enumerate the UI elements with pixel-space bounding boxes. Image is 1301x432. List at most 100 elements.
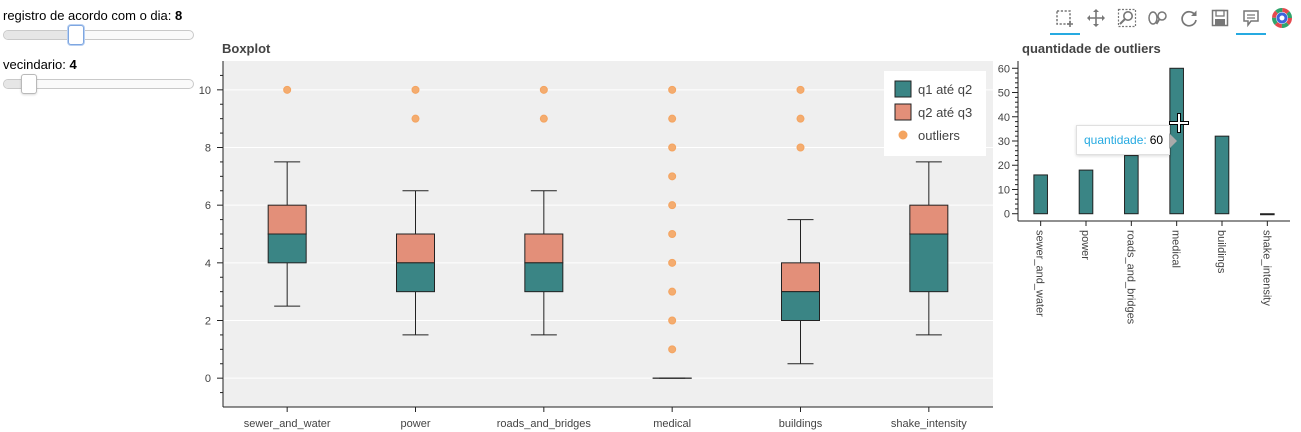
wheel-zoom-icon: [1148, 11, 1167, 25]
neighborhood-slider-fill: [4, 80, 29, 88]
day-slider-track[interactable]: [3, 30, 194, 40]
outlier-point: [668, 345, 677, 354]
legend-swatch-q2-q3: [894, 103, 912, 121]
day-slider-value: 8: [175, 8, 183, 23]
crosshair-cursor-icon: [1169, 113, 1189, 133]
boxplot-x-tick-label: medical: [653, 418, 691, 430]
boxplot-y-tick-label: 4: [205, 258, 211, 270]
neighborhood-slider-value: 4: [69, 57, 77, 72]
outliers-x-tick-label: roads_and_bridges: [1124, 230, 1136, 325]
outlier-point: [668, 258, 677, 267]
plot-toolbar: [1047, 4, 1295, 35]
hover-tool[interactable]: [1236, 6, 1266, 35]
day-slider-label: registro de acordo com o dia:: [3, 8, 172, 23]
save-icon: [1211, 9, 1229, 27]
box-select-tool[interactable]: [1050, 6, 1080, 35]
box-q1-q2: [267, 233, 307, 264]
tooltip-label: quantidade:: [1084, 133, 1147, 147]
outliers-y-tick-label: 50: [998, 88, 1010, 100]
box-group: [524, 85, 564, 336]
box-select-icon: [1056, 10, 1073, 27]
outliers-x-tick-label: shake_intensity: [1260, 230, 1272, 306]
reset-icon: [1181, 10, 1197, 27]
day-slider-fill: [4, 31, 76, 39]
hover-icon: [1243, 10, 1259, 28]
boxplot-y-tick-label: 0: [205, 373, 211, 385]
day-slider: registro de acordo com o dia: 8: [3, 8, 194, 45]
tooltip-arrow: [1169, 133, 1177, 149]
legend-label-q2-q3: q2 até q3: [918, 105, 972, 120]
boxplot-x-tick-label: power: [401, 418, 431, 430]
outlier-point: [668, 143, 677, 152]
boxplot-y-tick-label: 10: [199, 85, 211, 97]
boxplot-x-tick-label: roads_and_bridges: [497, 418, 592, 430]
outliers-chart-title: quantidade de outliers: [1022, 41, 1161, 56]
outlier-point: [411, 85, 420, 94]
bokeh-logo-icon: [1272, 8, 1292, 28]
box-group: [652, 85, 692, 379]
outlier-point: [668, 85, 677, 94]
outliers-x-tick-label: power: [1079, 230, 1091, 260]
box-q1-q2: [524, 262, 564, 293]
outliers-x-tick-label: medical: [1170, 230, 1182, 268]
day-slider-handle[interactable]: [67, 25, 84, 45]
box-q2-q3: [396, 233, 435, 264]
legend-swatch-outliers: [898, 130, 908, 140]
wheel-zoom-tool[interactable]: [1145, 6, 1171, 30]
neighborhood-slider-handle[interactable]: [20, 74, 37, 94]
boxplot-plot-area: [223, 61, 993, 407]
neighborhood-slider: vecindario: 4: [3, 57, 194, 94]
outlier-count-bar: [1214, 135, 1230, 215]
boxplot-y-tick-label: 6: [205, 200, 211, 212]
boxplot-x-tick-label: buildings: [779, 418, 823, 430]
box-zoom-tool[interactable]: [1114, 6, 1140, 30]
outlier-point: [796, 143, 805, 152]
box-group: [267, 85, 307, 307]
bokeh-logo[interactable]: [1269, 6, 1295, 30]
box-q2-q3: [267, 204, 307, 235]
outlier-point: [283, 85, 292, 94]
box-group: [909, 161, 949, 336]
outliers-y-tick-label: 30: [998, 136, 1010, 148]
box-q1-q2: [909, 233, 949, 293]
outliers-x-tick-label: sewer_and_water: [1034, 230, 1046, 317]
outlier-point: [796, 114, 805, 123]
box-zoom-icon: [1117, 8, 1137, 28]
outliers-y-tick-label: 40: [998, 112, 1010, 124]
neighborhood-slider-track[interactable]: [3, 79, 194, 89]
legend-swatch-q1-q2: [894, 80, 912, 98]
outlier-count-bar: [1260, 213, 1275, 216]
outliers-y-tick-label: 10: [998, 184, 1010, 196]
outlier-count-bar: [1033, 174, 1048, 215]
day-slider-title: registro de acordo com o dia: 8: [3, 8, 193, 23]
outlier-point: [668, 230, 677, 238]
outlier-point: [668, 201, 677, 210]
outlier-point: [796, 85, 805, 94]
pan-tool[interactable]: [1083, 6, 1109, 30]
boxplot-x-tick-label: shake_intensity: [891, 418, 967, 430]
neighborhood-slider-label: vecindario:: [3, 57, 66, 72]
hover-tooltip: quantidade: 60: [1076, 125, 1177, 155]
box-q1-q2: [396, 262, 435, 293]
outlier-point: [539, 114, 548, 123]
outlier-count-bar: [1078, 169, 1094, 215]
pan-icon: [1087, 9, 1105, 27]
outlier-point: [668, 316, 677, 325]
outliers-x-tick-label: buildings: [1215, 230, 1227, 274]
neighborhood-slider-title: vecindario: 4: [3, 57, 193, 72]
box-q2-q3: [781, 262, 820, 293]
outlier-point: [668, 172, 677, 181]
box-q2-q3: [524, 233, 564, 264]
legend-label-q1-q2: q1 até q2: [918, 82, 972, 97]
outliers-y-tick-label: 60: [998, 63, 1010, 75]
save-tool[interactable]: [1207, 6, 1233, 30]
boxplot-y-tick-label: 8: [205, 143, 211, 155]
outlier-count-bar: [1124, 155, 1139, 215]
box-q1-q2: [781, 291, 820, 321]
outlier-point: [668, 114, 677, 123]
boxplot-title: Boxplot: [222, 41, 271, 56]
tooltip-value: 60: [1149, 133, 1164, 147]
reset-tool[interactable]: [1176, 6, 1202, 30]
box-q2-q3: [909, 204, 949, 235]
